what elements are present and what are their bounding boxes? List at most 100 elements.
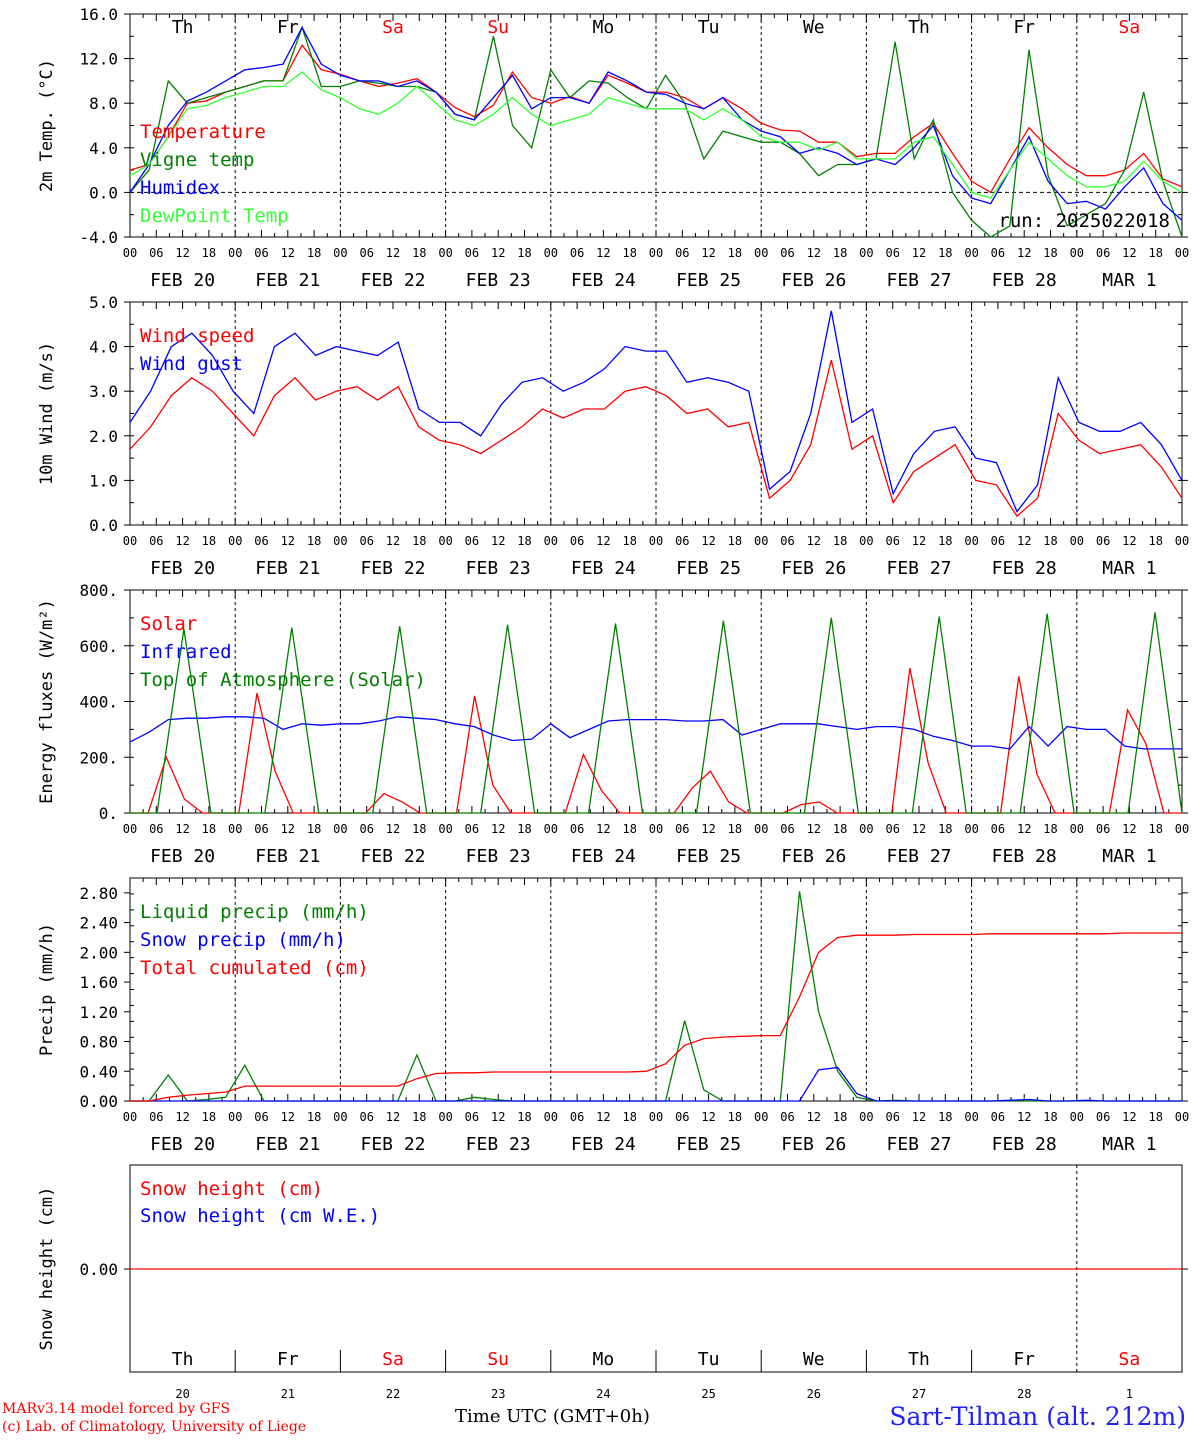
legend-entry: Wind speed bbox=[140, 325, 254, 347]
date-label: FEB 22 bbox=[360, 1134, 425, 1155]
date-label: FEB 27 bbox=[886, 558, 951, 579]
date-label: FEB 24 bbox=[571, 1134, 636, 1155]
date-label: FEB 25 bbox=[676, 1134, 741, 1155]
hour-label: 18 bbox=[412, 534, 426, 548]
hour-label: 12 bbox=[596, 246, 610, 260]
hour-label: 18 bbox=[517, 822, 531, 836]
hour-label: 18 bbox=[938, 1110, 952, 1124]
y-tick-label: 600. bbox=[79, 637, 118, 656]
series-line-snow-precip-mm-h- bbox=[130, 1066, 1182, 1102]
hour-label: 00 bbox=[964, 534, 978, 548]
date-label: FEB 20 bbox=[150, 846, 215, 867]
snow-day-name-label: Su bbox=[487, 1349, 509, 1370]
date-label: FEB 21 bbox=[255, 558, 320, 579]
hour-label: 00 bbox=[1175, 534, 1189, 548]
hour-label: 12 bbox=[1122, 534, 1136, 548]
hour-label: 00 bbox=[123, 822, 137, 836]
hour-label: 12 bbox=[491, 534, 505, 548]
hour-label: 06 bbox=[254, 1110, 268, 1124]
hour-label: 12 bbox=[491, 822, 505, 836]
hour-label: 00 bbox=[754, 534, 768, 548]
date-label: FEB 24 bbox=[571, 270, 636, 291]
hour-label: 00 bbox=[649, 822, 663, 836]
hour-label: 06 bbox=[570, 246, 584, 260]
hour-label: 18 bbox=[202, 246, 216, 260]
hour-label: 00 bbox=[1175, 246, 1189, 260]
hour-label: 00 bbox=[228, 1110, 242, 1124]
date-label: FEB 21 bbox=[255, 1134, 320, 1155]
hour-label: 00 bbox=[964, 822, 978, 836]
hour-label: 00 bbox=[438, 1110, 452, 1124]
hour-label: 06 bbox=[1096, 246, 1110, 260]
y-tick-label: 2.0 bbox=[89, 427, 118, 446]
day-name-label: Sa bbox=[1119, 17, 1141, 38]
run-label: run: 2025022018 bbox=[998, 210, 1170, 232]
snow-day-name-label: Fr bbox=[1013, 1349, 1035, 1370]
hour-label: 18 bbox=[412, 1110, 426, 1124]
hour-label: 06 bbox=[675, 246, 689, 260]
hour-label: 12 bbox=[491, 1110, 505, 1124]
legend-entry: Snow height (cm W.E.) bbox=[140, 1205, 380, 1227]
hour-label: 00 bbox=[1070, 822, 1084, 836]
hour-label: 00 bbox=[859, 1110, 873, 1124]
hour-label: 00 bbox=[228, 246, 242, 260]
snow-day-name-label: Mo bbox=[593, 1349, 615, 1370]
date-number-label: 1 bbox=[1126, 1387, 1133, 1401]
hour-label: 12 bbox=[281, 822, 295, 836]
hour-label: 00 bbox=[123, 534, 137, 548]
hour-label: 06 bbox=[465, 1110, 479, 1124]
date-label: FEB 26 bbox=[781, 558, 846, 579]
date-label: FEB 27 bbox=[886, 1134, 951, 1155]
hour-label: 00 bbox=[333, 534, 347, 548]
y-tick-label: 5.0 bbox=[89, 293, 118, 312]
snow-day-name-label: Sa bbox=[382, 1349, 404, 1370]
hour-label: 00 bbox=[438, 534, 452, 548]
hour-label: 00 bbox=[123, 1110, 137, 1124]
hour-label: 00 bbox=[544, 246, 558, 260]
y-tick-label: 4.0 bbox=[89, 338, 118, 357]
hour-label: 12 bbox=[596, 534, 610, 548]
hour-label: 18 bbox=[202, 534, 216, 548]
hour-label: 12 bbox=[701, 822, 715, 836]
hour-label: 12 bbox=[1122, 822, 1136, 836]
hour-label: 06 bbox=[465, 246, 479, 260]
date-label: FEB 24 bbox=[571, 846, 636, 867]
y-tick-label: 0.00 bbox=[79, 1092, 118, 1111]
hour-label: 00 bbox=[964, 246, 978, 260]
day-name-label: Tu bbox=[698, 17, 720, 38]
hour-label: 12 bbox=[912, 246, 926, 260]
date-label: MAR 1 bbox=[1102, 270, 1156, 291]
hour-label: 06 bbox=[149, 534, 163, 548]
hour-label: 00 bbox=[754, 246, 768, 260]
hour-label: 12 bbox=[386, 534, 400, 548]
date-number-label: 23 bbox=[491, 1387, 505, 1401]
hour-label: 18 bbox=[1148, 822, 1162, 836]
y-axis-label: Snow height (cm) bbox=[37, 1187, 57, 1351]
hour-label: 18 bbox=[728, 246, 742, 260]
y-tick-label: 0.0 bbox=[89, 516, 118, 535]
y-tick-label: -4.0 bbox=[79, 228, 118, 247]
hour-label: 06 bbox=[1096, 534, 1110, 548]
hour-label: 12 bbox=[386, 246, 400, 260]
date-label: FEB 21 bbox=[255, 270, 320, 291]
hour-label: 18 bbox=[307, 822, 321, 836]
date-label: FEB 25 bbox=[676, 558, 741, 579]
hour-label: 18 bbox=[1043, 1110, 1057, 1124]
date-number-label: 20 bbox=[175, 1387, 189, 1401]
hour-label: 06 bbox=[149, 1110, 163, 1124]
hour-label: 06 bbox=[780, 1110, 794, 1124]
date-label: FEB 28 bbox=[992, 558, 1057, 579]
hour-label: 12 bbox=[386, 1110, 400, 1124]
hour-label: 00 bbox=[859, 822, 873, 836]
legend-entry: Humidex bbox=[140, 177, 220, 199]
hour-label: 06 bbox=[254, 246, 268, 260]
hour-label: 18 bbox=[622, 534, 636, 548]
y-axis-label: Precip (mm/h) bbox=[37, 923, 57, 1056]
date-label: FEB 26 bbox=[781, 1134, 846, 1155]
hour-label: 12 bbox=[1017, 1110, 1031, 1124]
date-label: FEB 24 bbox=[571, 558, 636, 579]
date-label: FEB 23 bbox=[466, 1134, 531, 1155]
hour-label: 12 bbox=[281, 246, 295, 260]
hour-label: 18 bbox=[1148, 1110, 1162, 1124]
